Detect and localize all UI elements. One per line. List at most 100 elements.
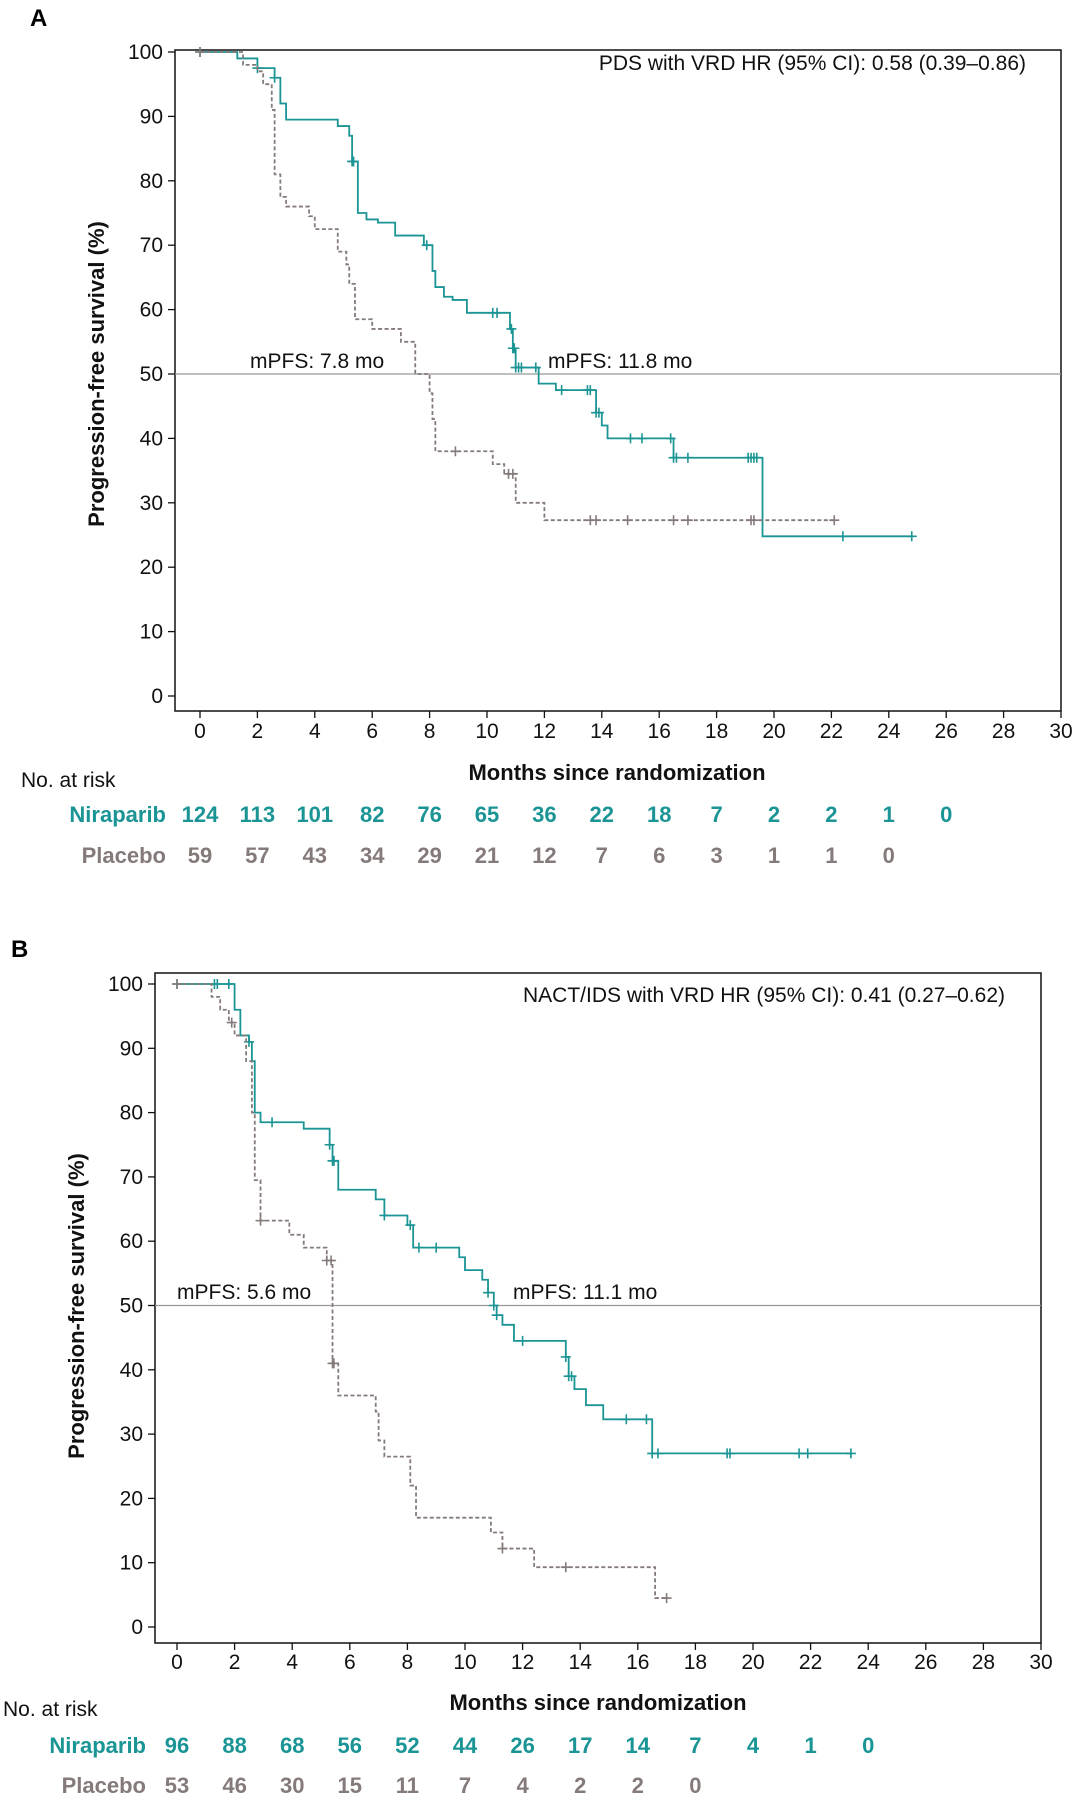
- censor-mark-placebo: [195, 47, 205, 57]
- x-tick-label: 10: [453, 1651, 476, 1674]
- risk-count-niraparib: 56: [338, 1733, 362, 1758]
- censor-mark-placebo: [226, 1017, 237, 1028]
- risk-row-label-placebo-a: Placebo: [82, 843, 166, 868]
- y-tick-label: 20: [120, 1487, 143, 1510]
- x-tick-label: 2: [229, 1651, 241, 1674]
- censor-mark-placebo: [661, 1593, 672, 1604]
- risk-count-placebo: 21: [475, 843, 499, 868]
- risk-count-niraparib: 7: [710, 802, 722, 827]
- km-curve-placebo: [200, 51, 835, 522]
- censor-mark-niraparib: [652, 1448, 663, 1459]
- y-axis-title-b: Progression-free survival (%): [64, 1153, 89, 1459]
- x-tick-label: 14: [569, 1651, 593, 1674]
- censor-mark-placebo: [326, 1255, 337, 1266]
- y-tick-label: 40: [140, 427, 163, 450]
- x-tick-label: 10: [475, 720, 498, 743]
- hr-annotation-a: PDS with VRD HR (95% CI): 0.58 (0.39–0.8…: [599, 52, 1026, 75]
- y-tick-label: 90: [120, 1037, 143, 1060]
- x-tick-label: 24: [857, 1651, 881, 1674]
- panel-label-a: A: [30, 5, 47, 32]
- censor-mark-niraparib: [682, 452, 693, 463]
- x-tick-label: 26: [935, 720, 958, 743]
- risk-count-niraparib: 26: [510, 1733, 534, 1758]
- risk-count-niraparib: 18: [647, 802, 671, 827]
- risk-count-niraparib: 101: [296, 802, 333, 827]
- censor-mark-niraparib: [671, 452, 682, 463]
- risk-count-placebo: 11: [396, 1773, 419, 1798]
- risk-count-placebo: 30: [280, 1773, 304, 1798]
- censor-mark-niraparib: [621, 1414, 632, 1425]
- risk-count-niraparib: 82: [360, 802, 384, 827]
- x-tick-label: 4: [309, 720, 321, 743]
- censor-mark-placebo: [622, 515, 633, 526]
- x-tick-label: 16: [648, 720, 671, 743]
- censor-mark-placebo: [450, 446, 461, 457]
- y-tick-label: 80: [120, 1102, 143, 1125]
- x-tick-label: 28: [992, 720, 1015, 743]
- risk-count-placebo: 0: [689, 1773, 701, 1798]
- median-label-placebo-b: mPFS: 5.6 mo: [177, 1281, 311, 1304]
- censor-mark-niraparib: [516, 362, 527, 373]
- censor-mark-niraparib: [560, 1351, 571, 1362]
- censor-mark-placebo: [748, 515, 759, 526]
- y-tick-label: 60: [120, 1230, 143, 1253]
- censor-mark-niraparib: [488, 1300, 499, 1311]
- panel-label-b: B: [11, 936, 28, 963]
- risk-count-niraparib: 76: [417, 802, 441, 827]
- x-tick-label: 12: [533, 720, 556, 743]
- y-tick-label: 40: [120, 1359, 143, 1382]
- censor-mark-niraparib: [556, 385, 567, 396]
- censor-mark-placebo: [497, 1543, 508, 1554]
- median-label-niraparib-b: mPFS: 11.1 mo: [513, 1281, 657, 1304]
- risk-count-niraparib: 52: [395, 1733, 419, 1758]
- censor-mark-niraparib: [751, 452, 762, 463]
- risk-count-niraparib: 0: [862, 1733, 874, 1758]
- censor-mark-placebo: [172, 979, 182, 989]
- censor-mark-niraparib: [906, 531, 917, 542]
- censor-mark-niraparib: [413, 1242, 424, 1253]
- y-tick-label: 90: [140, 105, 163, 128]
- risk-count-niraparib: 1: [804, 1733, 816, 1758]
- censor-mark-niraparib: [593, 407, 604, 418]
- risk-count-niraparib: 2: [825, 802, 837, 827]
- censor-mark-niraparib: [421, 240, 432, 251]
- y-tick-label: 10: [120, 1552, 143, 1575]
- risk-count-placebo: 12: [532, 843, 556, 868]
- y-axis-title-a: Progression-free survival (%): [84, 221, 109, 527]
- censor-mark-niraparib: [665, 433, 676, 444]
- y-tick-label: 70: [140, 234, 163, 257]
- x-tick-label: 2: [252, 720, 264, 743]
- y-tick-label: 70: [120, 1166, 143, 1189]
- risk-count-placebo: 3: [710, 843, 722, 868]
- risk-count-niraparib: 65: [475, 802, 499, 827]
- censor-mark-niraparib: [517, 1335, 528, 1346]
- x-tick-label: 18: [705, 720, 728, 743]
- risk-row-label-niraparib-b: Niraparib: [49, 1733, 146, 1758]
- x-tick-label: 14: [590, 720, 614, 743]
- x-tick-label: 8: [402, 1651, 414, 1674]
- censor-mark-niraparib: [379, 1210, 390, 1221]
- risk-count-placebo: 4: [516, 1773, 529, 1798]
- x-tick-label: 24: [877, 720, 901, 743]
- censor-mark-niraparib: [566, 1371, 577, 1382]
- risk-count-niraparib: 1: [883, 802, 895, 827]
- median-label-niraparib-a: mPFS: 11.8 mo: [548, 350, 692, 373]
- risk-count-placebo: 43: [303, 843, 327, 868]
- censor-mark-niraparib: [837, 531, 848, 542]
- censor-mark-niraparib: [585, 385, 596, 396]
- risk-count-placebo: 59: [188, 843, 212, 868]
- risk-count-placebo: 2: [574, 1773, 586, 1798]
- x-tick-label: 0: [194, 720, 206, 743]
- risk-row-label-placebo-b: Placebo: [62, 1773, 146, 1798]
- x-axis-title-a: Months since randomization: [468, 760, 765, 785]
- risk-count-niraparib: 17: [568, 1733, 592, 1758]
- risk-count-placebo: 7: [596, 843, 608, 868]
- y-tick-label: 100: [128, 41, 163, 64]
- censor-mark-niraparib: [324, 1139, 335, 1150]
- x-tick-label: 30: [1029, 1651, 1052, 1674]
- risk-count-placebo: 57: [245, 843, 269, 868]
- censor-mark-niraparib: [212, 979, 223, 989]
- y-tick-label: 50: [120, 1295, 143, 1318]
